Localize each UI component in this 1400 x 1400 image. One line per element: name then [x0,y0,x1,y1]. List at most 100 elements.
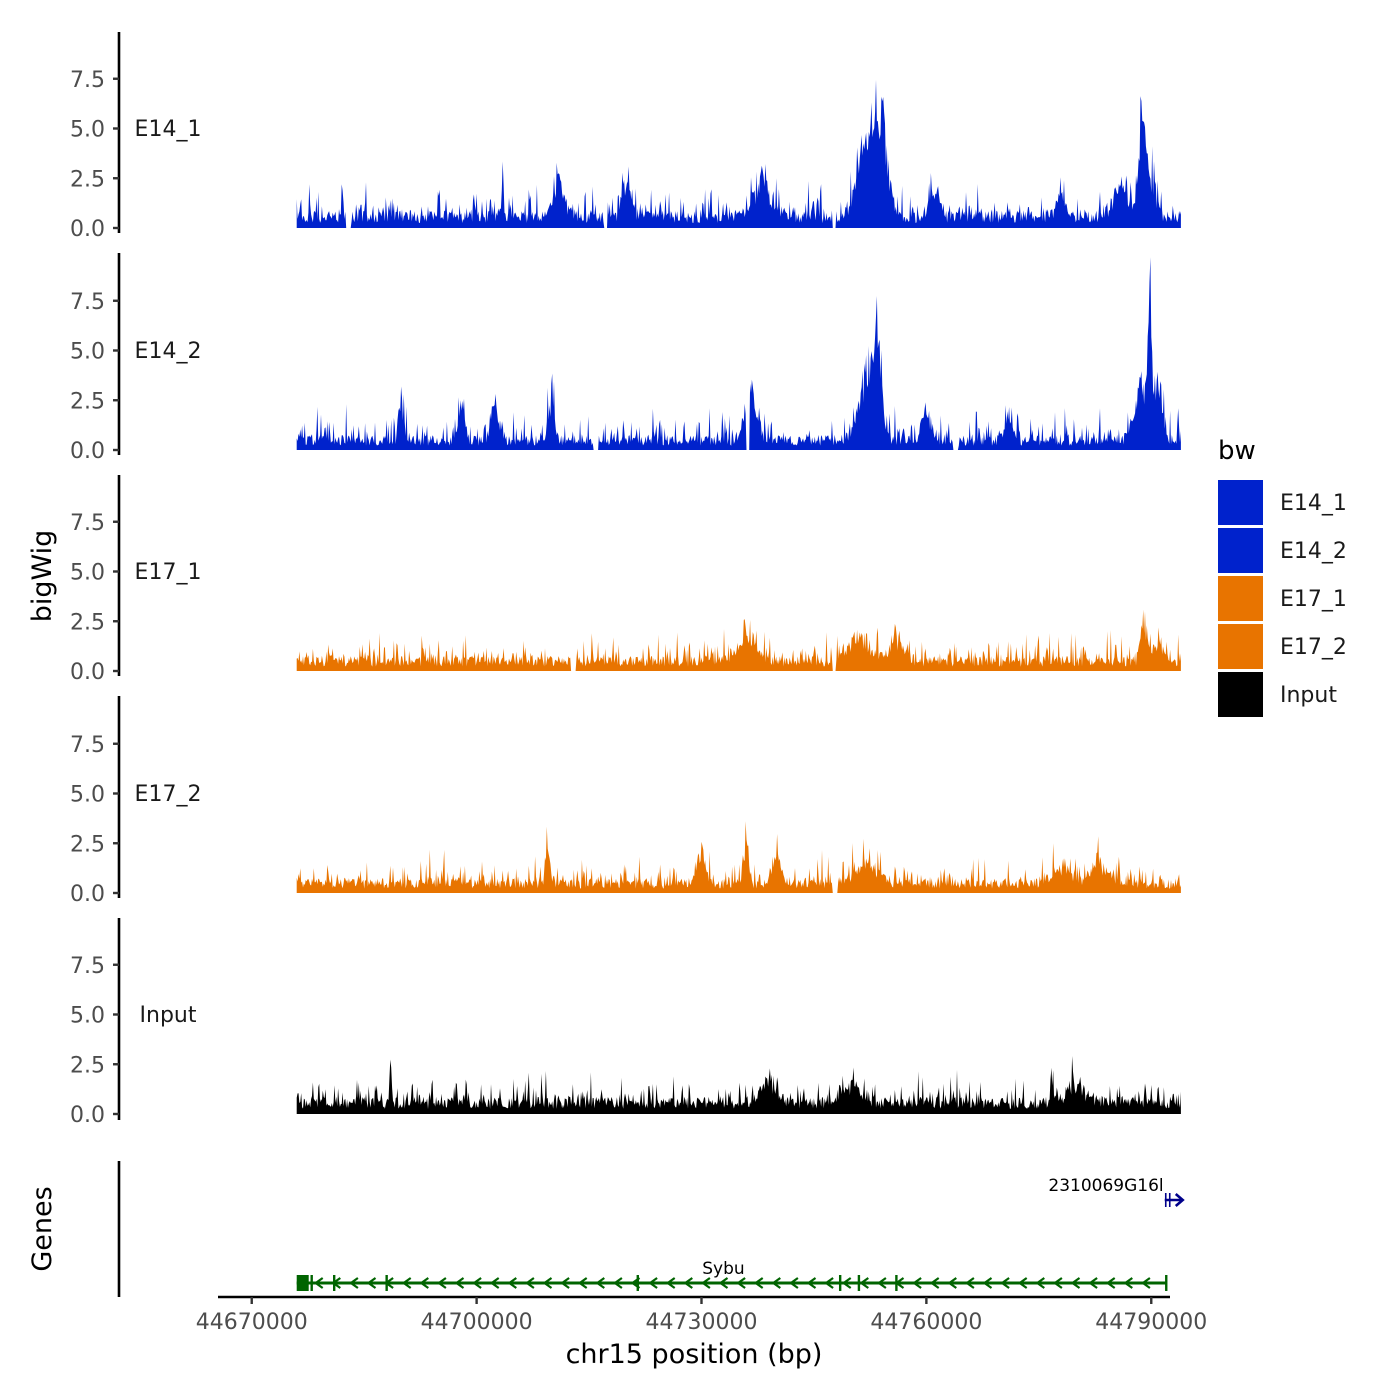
strand-arrow [929,1277,940,1289]
legend-title: bw [1218,436,1256,466]
strand-arrow [613,1277,623,1289]
y-tick-label: 2.5 [70,389,105,414]
y-tick-label: 2.5 [70,832,105,857]
strand-arrow [665,1277,676,1289]
legend: bw E14_1 E14_2 E17_1 E17_2 Input [1218,436,1347,717]
signal-area-input [296,1056,1181,1114]
y-tick-label: 0.0 [70,882,105,907]
y-tick-label: 7.5 [70,290,105,315]
gene-sybu: Sybu [296,1259,1168,1291]
strand-arrow [1035,1277,1045,1289]
strand-arrow [841,1277,852,1289]
strand-arrow [1070,1277,1081,1289]
y-tick-label: 5.0 [70,783,105,808]
y-tick-label: 7.5 [70,68,105,93]
strand-arrow [401,1277,412,1289]
x-tick-label: 44700000 [421,1310,533,1335]
strand-arrow [753,1277,764,1289]
legend-entry-input: Input [1218,672,1337,717]
y-tick-label: 5.0 [70,561,105,586]
strand-arrow [701,1277,711,1289]
legend-entry-e17_2: E17_2 [1218,624,1347,669]
strand-arrow [595,1277,605,1289]
strand-arrow [560,1277,570,1289]
strand-arrow [1105,1277,1116,1289]
legend-label: E17_1 [1280,587,1347,612]
y-axis-title-bigwig: bigWig [27,530,58,623]
y-tick-label: 5.0 [70,1004,105,1029]
x-tick-label: 44730000 [646,1310,758,1335]
gene-2310069g16rik: 2310069G16l [1048,1176,1185,1207]
track-label: E17_2 [135,782,202,807]
strand-arrow [912,1277,922,1289]
y-tick-label: 0.0 [70,1103,105,1128]
strand-arrow [789,1277,799,1289]
track-e14_1: 0.0 2.5 5.0 7.5 E14_1 [70,32,1181,242]
strand-arrow [1053,1277,1063,1289]
strand-arrow [965,1277,975,1289]
x-axis-title: chr15 position (bp) [566,1339,823,1370]
y-tick-label: 7.5 [70,511,105,536]
track-e14_2: 0.0 2.5 5.0 7.5 E14_2 [70,253,1181,464]
strand-arrow [1000,1277,1010,1289]
signal-area-e17_1 [296,609,1181,671]
strand-arrow [1174,1193,1185,1207]
signal-area-e17_2 [296,821,1181,893]
y-tick-label: 2.5 [70,167,105,192]
y-axis-title-genes: Genes [27,1186,58,1271]
gene-track: Sybu 2310069G16l [117,1161,1185,1297]
y-tick-label: 2.5 [70,1053,105,1078]
track-e17_1: 0.0 2.5 5.0 7.5 E17_1 [70,475,1181,685]
track-label: Input [140,1003,197,1028]
strand-arrow [982,1277,993,1289]
strand-arrow [525,1277,535,1289]
strand-arrow [683,1277,693,1289]
track-label: E14_2 [135,339,202,364]
track-e17_2: 0.0 2.5 5.0 7.5 E17_2 [70,696,1181,907]
legend-label: E14_2 [1280,539,1347,564]
strand-arrow [859,1277,869,1289]
y-tick-label: 0.0 [70,217,105,242]
strand-arrow [349,1277,359,1289]
strand-arrow [1017,1277,1028,1289]
x-tick-label: 44760000 [870,1310,982,1335]
strand-arrow [718,1277,729,1289]
gene-label-2310069g16: 2310069G16l [1048,1176,1163,1196]
legend-entry-e14_2: E14_2 [1218,528,1347,573]
y-tick-label: 7.5 [70,954,105,979]
x-tick-label: 44790000 [1095,1310,1207,1335]
y-tick-label: 7.5 [70,733,105,758]
strand-arrow [947,1277,957,1289]
legend-swatch [1218,480,1263,525]
strand-arrow [824,1277,834,1289]
gene-label-sybu: Sybu [702,1259,744,1279]
signal-tracks: 0.0 2.5 5.0 7.5 E14_1 0.0 2.5 5.0 7.5 E14_2 0.0 2.5… [70,32,1181,1128]
track-label: E17_1 [135,560,202,585]
legend-label: Input [1280,683,1337,708]
y-tick-label: 0.0 [70,660,105,685]
x-axis: 44670000 44700000 44730000 44760000 44790000 [196,1295,1207,1335]
track-input: 0.0 2.5 5.0 7.5 Input [70,918,1181,1128]
signal-area-e14_1 [296,79,1181,229]
strand-arrow [1123,1277,1133,1289]
strand-arrow [736,1277,746,1289]
strand-arrow [313,1277,324,1289]
strand-arrow [1141,1277,1151,1289]
gene-utr-box [296,1275,309,1291]
y-tick-label: 0.0 [70,439,105,464]
legend-label: E17_2 [1280,635,1347,660]
legend-label: E14_1 [1280,491,1347,516]
strand-arrow [877,1277,887,1289]
strand-arrow [366,1277,377,1289]
strand-arrow [648,1277,658,1289]
legend-entry-e14_1: E14_1 [1218,480,1347,525]
strand-arrow [577,1277,588,1289]
strand-arrow [437,1277,447,1289]
y-tick-label: 5.0 [70,340,105,365]
strand-arrow [507,1277,517,1289]
signal-area-e14_2 [296,257,1181,450]
legend-entry-e17_1: E17_1 [1218,576,1347,621]
strand-arrow [419,1277,429,1289]
x-tick-label: 44670000 [196,1310,308,1335]
